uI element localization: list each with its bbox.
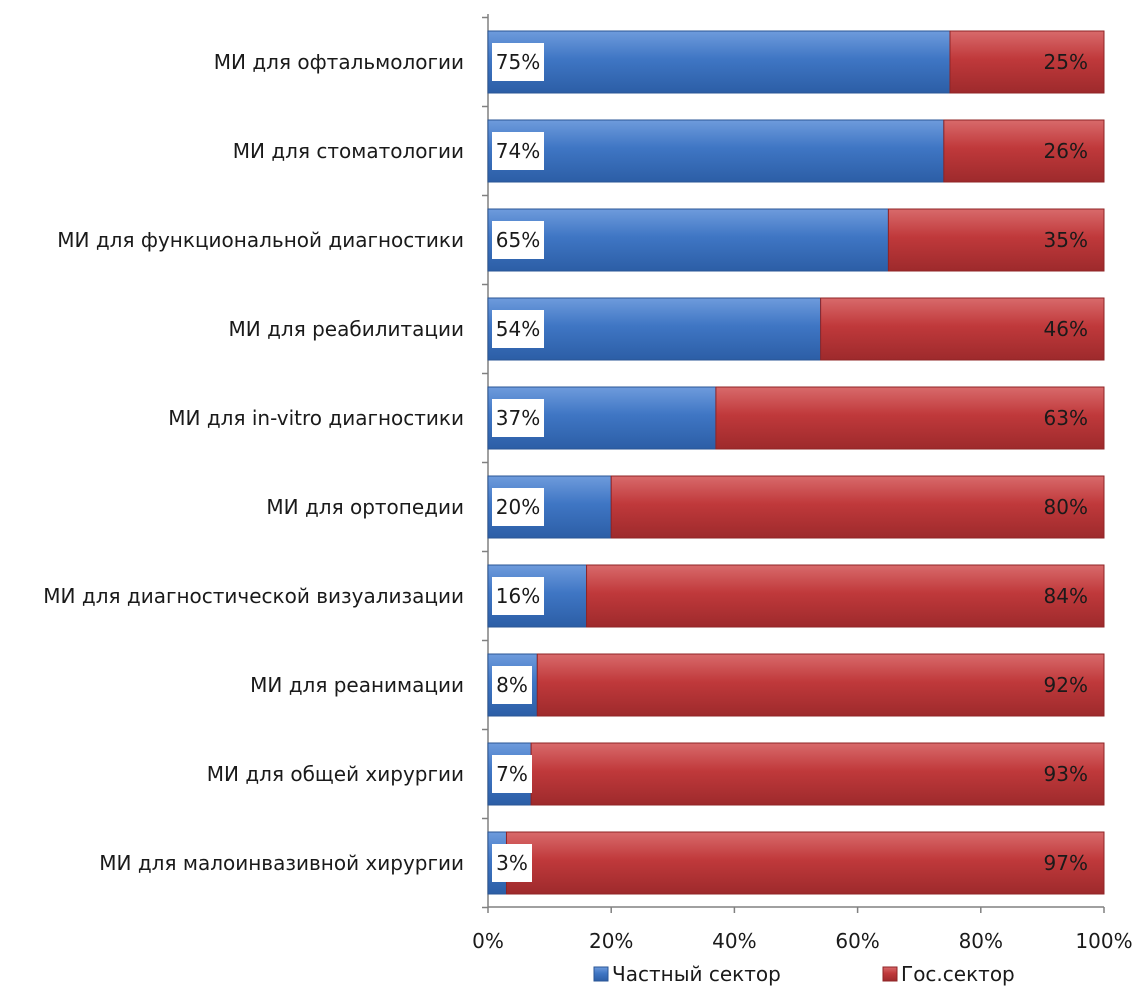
data-label-public: 26% [1044,139,1088,163]
data-label-box [492,43,544,81]
bar-public-sector [505,831,1105,895]
category-label: МИ для реанимации [250,673,464,697]
data-label-public: 63% [1044,406,1088,430]
data-label-public: 93% [1044,762,1088,786]
x-tick-label: 40% [712,929,756,953]
x-tick-label: 20% [589,929,633,953]
legend-swatch-public-icon [882,966,898,982]
data-label-box [492,577,544,615]
bar-private-sector [487,119,945,183]
data-label-box [492,310,544,348]
data-label-private: 8% [496,673,528,697]
data-label-private: 54% [496,317,540,341]
bar-public-sector [820,297,1105,361]
data-label-private: 7% [496,762,528,786]
category-label: МИ для офтальмологии [214,50,464,74]
bar-private-sector [487,208,889,272]
category-label: МИ для реабилитации [229,317,464,341]
data-label-box [492,488,544,526]
category-label: МИ для общей хирургии [207,762,464,786]
data-label-public: 97% [1044,851,1088,875]
data-label-private: 16% [496,584,540,608]
x-tick-label: 80% [959,929,1003,953]
labels: МИ для офтальмологии 75% 25% МИ для стомато… [43,43,1088,882]
x-tick-label: 0% [472,929,504,953]
bar-public-sector [943,119,1105,183]
bar-private-sector [487,30,951,94]
data-label-public: 84% [1044,584,1088,608]
category-label: МИ для функциональной диагностики [57,228,464,252]
data-label-box [492,844,532,882]
bars [487,30,1105,895]
category-label: МИ для диагностической визуализации [43,584,464,608]
category-label: МИ для ортопедии [266,495,464,519]
data-label-box [492,755,532,793]
data-label-public: 80% [1044,495,1088,519]
category-label: МИ для малоинвазивной хирургии [99,851,464,875]
x-tick-label: 60% [835,929,879,953]
data-label-private: 65% [496,228,540,252]
x-tick-label: 100% [1075,929,1132,953]
category-label: МИ для in-vitro диагностики [168,406,464,430]
data-label-public: 25% [1044,50,1088,74]
bar-public-sector [536,653,1105,717]
bar-public-sector [887,208,1105,272]
category-label: МИ для стоматологии [233,139,464,163]
data-label-box [492,132,544,170]
legend-swatch-private-icon [593,966,609,982]
data-label-private: 3% [496,851,528,875]
bar-public-sector [530,742,1105,806]
bar-public-sector [715,386,1105,450]
data-label-box [492,399,544,437]
data-label-box [492,221,544,259]
data-label-private: 74% [496,139,540,163]
legend: Частный сектор Гос.сектор [593,962,1015,986]
bar-public-sector [610,475,1105,539]
legend-label-public: Гос.сектор [901,962,1015,986]
legend-label-private: Частный сектор [612,962,781,986]
data-label-private: 20% [496,495,540,519]
data-label-box [492,666,532,704]
bar-public-sector [949,30,1105,94]
data-label-public: 46% [1044,317,1088,341]
data-label-private: 75% [496,50,540,74]
bar-public-sector [586,564,1105,628]
data-label-public: 35% [1044,228,1088,252]
data-label-public: 92% [1044,673,1088,697]
data-label-private: 37% [496,406,540,430]
